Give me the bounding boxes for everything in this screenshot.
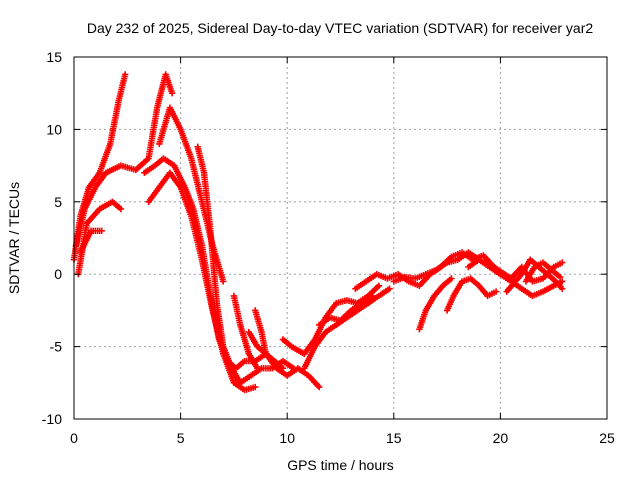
x-tick-label: 20 (493, 430, 509, 446)
series-markers (77, 227, 105, 256)
x-tick-label: 0 (70, 430, 78, 446)
data-series-arc-20 (503, 256, 566, 295)
data-series-arc-9 (230, 292, 261, 372)
series-markers (279, 282, 383, 357)
data-series-arc-21 (522, 259, 564, 285)
series-markers (230, 292, 261, 372)
data-layer (70, 71, 566, 394)
y-tick-label: -5 (50, 339, 63, 355)
x-tick-label: 25 (599, 430, 615, 446)
data-series-arc-19 (465, 256, 566, 300)
series-markers (72, 71, 176, 249)
data-series-arc-18 (443, 275, 500, 314)
data-series-arc-5 (141, 155, 323, 391)
chart-title: Day 232 of 2025, Sidereal Day-to-day VTE… (87, 20, 593, 36)
data-series-arc-4 (77, 227, 105, 256)
series-markers (416, 275, 455, 333)
x-axis-label: GPS time / hours (287, 457, 394, 473)
plot-frame (73, 56, 608, 420)
data-series-arc-2 (72, 71, 176, 249)
y-tick-label: 10 (46, 121, 62, 137)
data-series-arc-8 (194, 143, 297, 386)
tick-layer: 0 5 10 15 20 25 -10 -5 0 5 10 15 (42, 49, 615, 446)
series-markers (503, 256, 566, 295)
data-series-arc-14 (316, 292, 376, 329)
y-tick-label: 15 (46, 49, 62, 65)
y-axis-label: SDTVAR / TECUs (6, 182, 22, 294)
grid-layer (74, 57, 607, 419)
series-markers (141, 155, 323, 391)
x-tick-label: 15 (386, 430, 402, 446)
data-series-arc-11 (252, 307, 270, 357)
data-series-arc-17 (416, 275, 455, 333)
x-tick-label: 10 (279, 430, 295, 446)
data-series-arc-12 (279, 282, 383, 357)
series-markers (194, 143, 297, 386)
y-tick-label: 0 (54, 266, 62, 282)
series-markers (522, 259, 564, 285)
series-markers (465, 256, 566, 300)
series-markers (443, 275, 500, 314)
series-markers (316, 292, 376, 329)
x-tick-label: 5 (177, 430, 185, 446)
y-tick-label: 5 (54, 194, 62, 210)
series-markers (252, 307, 270, 357)
y-tick-label: -10 (42, 411, 62, 427)
